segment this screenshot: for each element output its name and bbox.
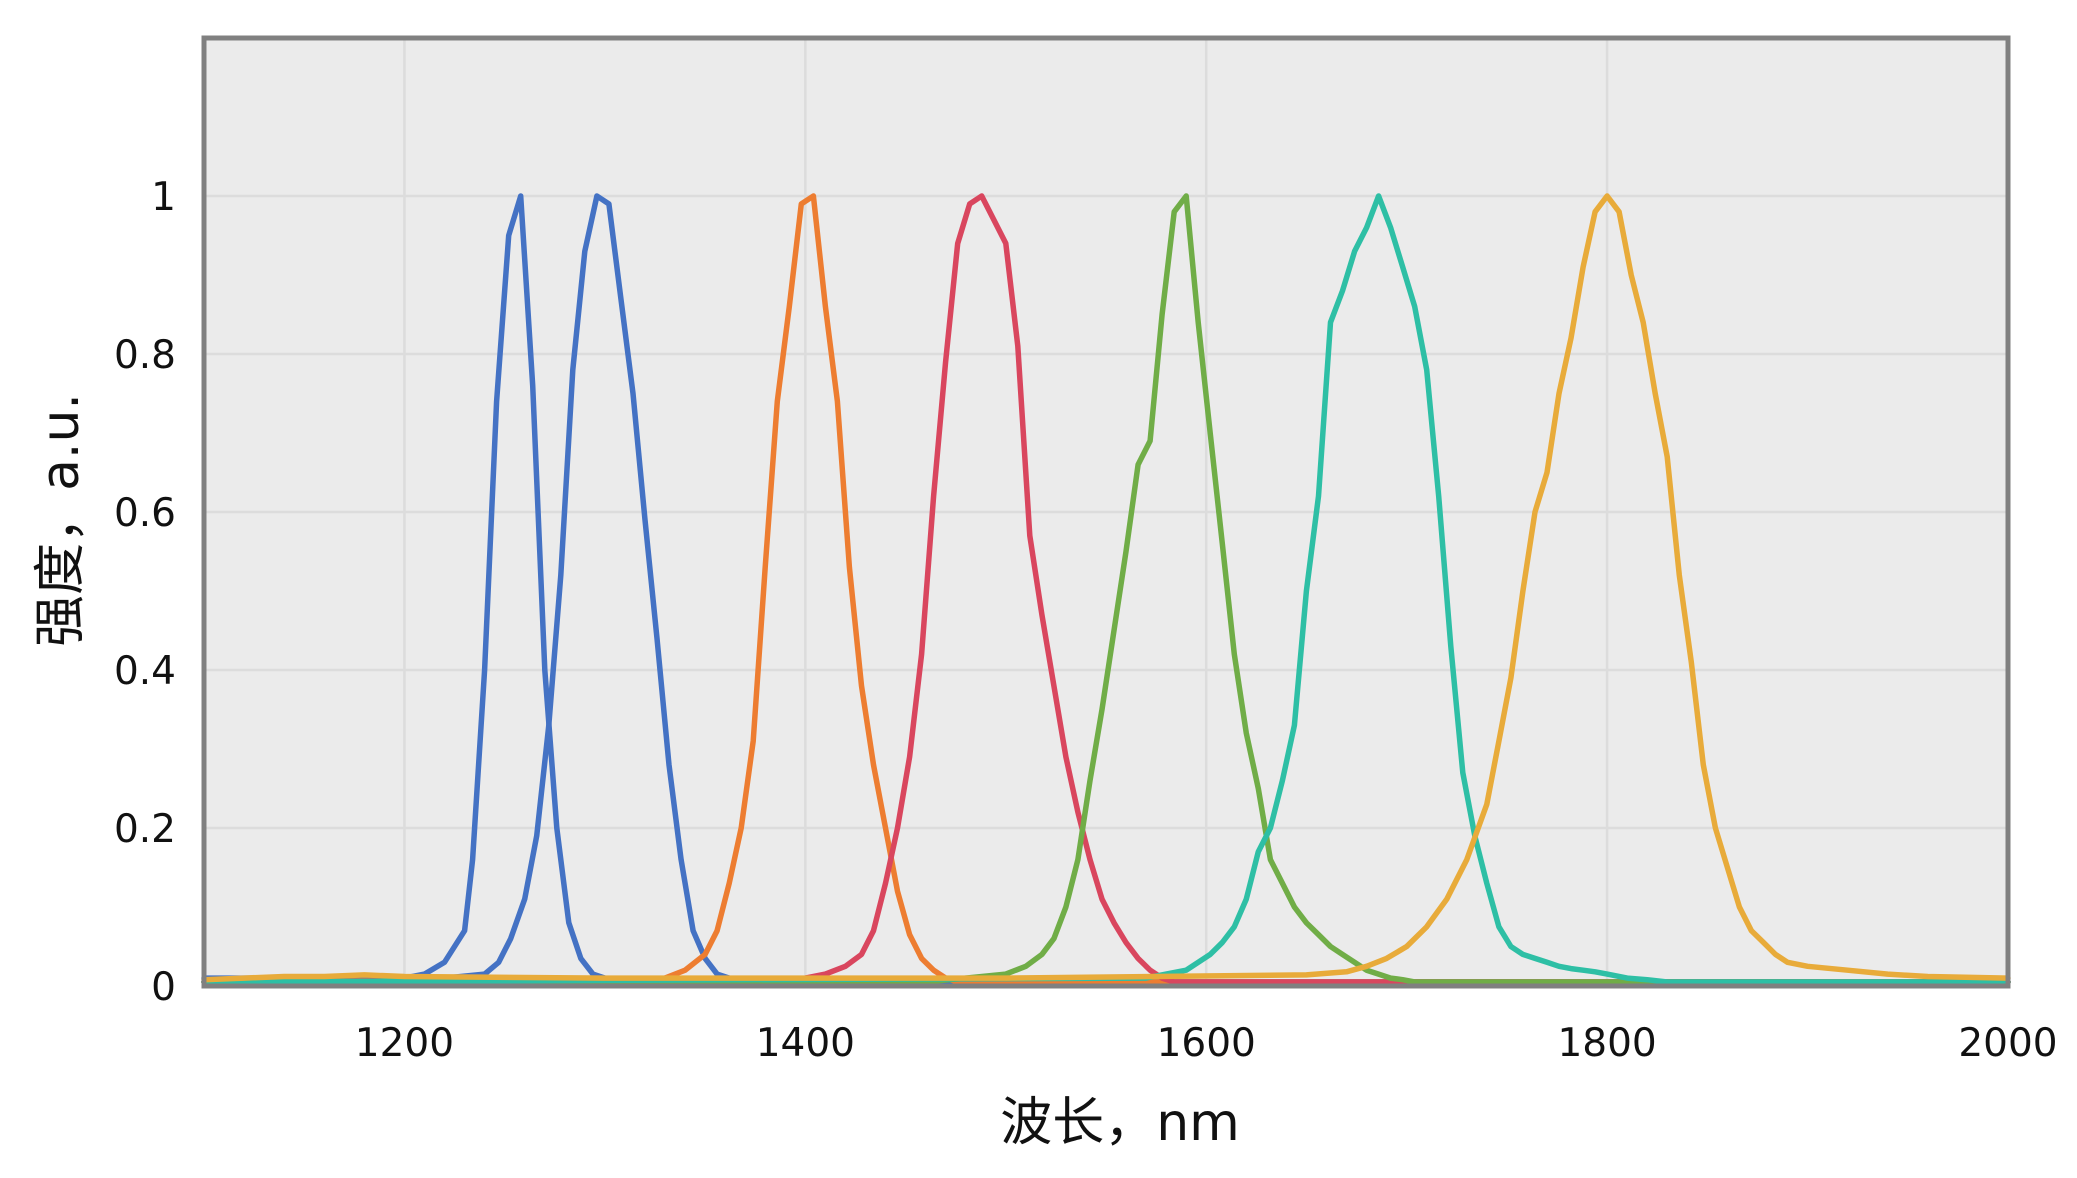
series-group xyxy=(201,193,2011,985)
x-axis-ticks: 1200 1400 1600 1800 2000 xyxy=(355,1021,2058,1066)
x-tick-label: 1400 xyxy=(756,1021,855,1066)
x-tick-label: 1800 xyxy=(1557,1021,1656,1066)
series-line-3 xyxy=(201,193,2011,985)
series-line-4 xyxy=(201,193,2011,985)
y-axis-title: 强度，a.u. xyxy=(31,393,91,647)
plot-border xyxy=(201,35,2011,989)
series-line-5 xyxy=(201,193,2011,985)
x-tick-label: 2000 xyxy=(1958,1021,2057,1066)
series-line-7 xyxy=(201,193,2011,983)
x-tick-label: 1600 xyxy=(1157,1021,1256,1066)
y-tick-label: 0.2 xyxy=(114,807,176,852)
y-axis-ticks: 0 0.2 0.4 0.6 0.8 1 xyxy=(114,175,176,1010)
x-tick-label: 1200 xyxy=(355,1021,454,1066)
y-tick-label: 0.8 xyxy=(114,333,176,378)
y-tick-label: 1 xyxy=(151,175,176,220)
grid xyxy=(204,38,2010,988)
y-tick-label: 0.6 xyxy=(114,491,176,536)
y-tick-label: 0.4 xyxy=(114,649,176,694)
y-tick-label: 0 xyxy=(151,965,176,1010)
series-line-6 xyxy=(201,193,2011,985)
x-axis-title: 波长，nm xyxy=(1000,1093,1240,1153)
